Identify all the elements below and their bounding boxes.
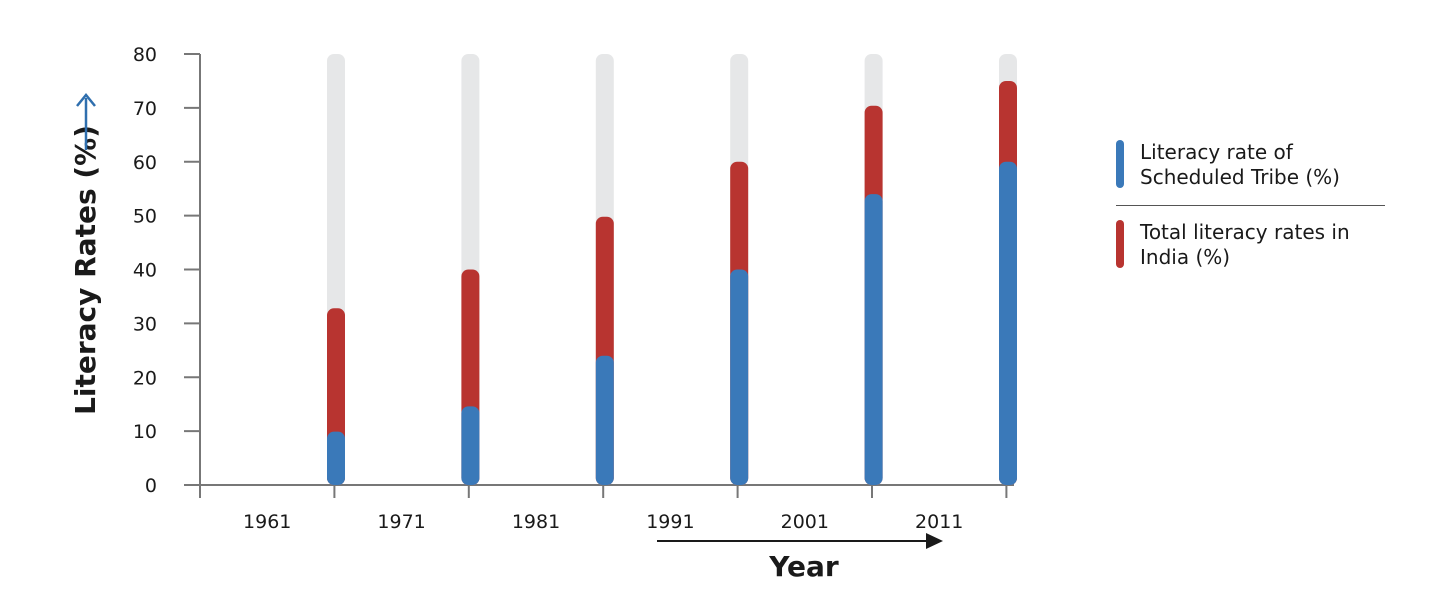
- bar-group: [327, 54, 345, 485]
- bar-st-literacy: [595, 355, 614, 485]
- legend-divider: [1116, 205, 1385, 206]
- bars: [327, 54, 1017, 485]
- axis-labels: Literacy Rates (%) Year: [69, 93, 943, 583]
- legend-item-st: Literacy rate of Scheduled Tribe (%): [1116, 140, 1386, 190]
- x-tick-label: 2011: [915, 511, 963, 533]
- bar-st-literacy: [461, 406, 480, 485]
- bar-group: [864, 54, 883, 485]
- x-axis-label: Year: [768, 550, 839, 583]
- legend: Literacy rate of Scheduled Tribe (%) Tot…: [1116, 140, 1386, 270]
- y-tick-label: 30: [133, 313, 157, 335]
- y-arrow-head: [76, 93, 96, 107]
- bar-group: [461, 54, 480, 485]
- bar-group: [730, 54, 749, 485]
- x-tick-label: 2001: [781, 511, 829, 533]
- x-tick-label: 1971: [377, 511, 425, 533]
- y-tick-label: 20: [133, 367, 157, 389]
- y-tick-label: 70: [133, 98, 157, 120]
- bar-st-literacy: [730, 269, 749, 485]
- x-tick-label: 1981: [512, 511, 560, 533]
- legend-swatch-total: [1116, 220, 1124, 268]
- y-tick-label: 40: [133, 260, 157, 282]
- y-tick-label: 10: [133, 421, 157, 443]
- y-axis: 0 10 20 30 40 50 60 70 80: [133, 44, 201, 497]
- legend-swatch-st: [1116, 140, 1124, 188]
- y-tick-label: 50: [133, 206, 157, 228]
- legend-item-total: Total literacy rates in India (%): [1116, 220, 1386, 270]
- bar-group: [999, 54, 1017, 485]
- y-axis-arrow-icon: [76, 93, 96, 150]
- y-tick-label: 60: [133, 152, 157, 174]
- y-tick-label: 80: [133, 44, 157, 66]
- bar-st-literacy: [864, 194, 883, 485]
- x-axis: 1961 1971 1981 1991 2001 2011: [184, 484, 1014, 533]
- legend-label-st: Literacy rate of Scheduled Tribe (%): [1140, 140, 1340, 189]
- legend-label-total: Total literacy rates in India (%): [1140, 220, 1350, 269]
- bar-st-literacy: [327, 431, 345, 485]
- bar-group: [595, 54, 614, 485]
- y-axis-label: Literacy Rates (%): [69, 125, 102, 415]
- x-tick-label: 1991: [646, 511, 694, 533]
- x-axis-arrow-icon: [657, 533, 943, 549]
- y-tick-label: 0: [145, 475, 157, 497]
- bar-st-literacy: [999, 161, 1017, 485]
- x-arrow-head: [926, 533, 943, 549]
- x-tick-label: 1961: [243, 511, 291, 533]
